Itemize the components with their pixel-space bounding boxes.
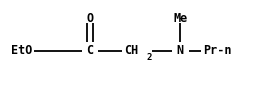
- Text: O: O: [87, 12, 94, 25]
- Text: CH: CH: [124, 44, 138, 57]
- Text: EtO: EtO: [11, 44, 32, 57]
- Text: Pr-n: Pr-n: [203, 44, 232, 57]
- Text: 2: 2: [147, 53, 152, 62]
- Text: N: N: [177, 44, 184, 57]
- Text: C: C: [87, 44, 94, 57]
- Text: Me: Me: [173, 12, 187, 25]
